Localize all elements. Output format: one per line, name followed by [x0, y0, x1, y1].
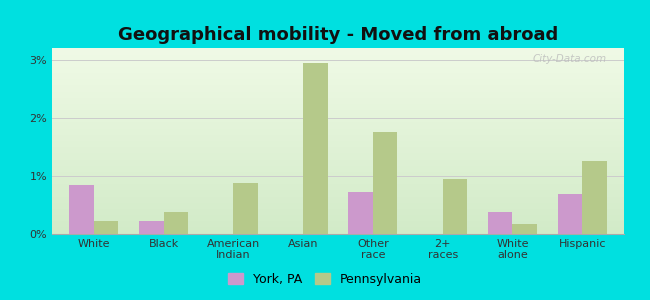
- Title: Geographical mobility - Moved from abroad: Geographical mobility - Moved from abroa…: [118, 26, 558, 44]
- Bar: [303, 62, 328, 234]
- Bar: [558, 194, 582, 234]
- Bar: [94, 221, 118, 234]
- Bar: [443, 179, 467, 234]
- Legend: York, PA, Pennsylvania: York, PA, Pennsylvania: [223, 268, 427, 291]
- Bar: [373, 132, 397, 234]
- Bar: [348, 192, 373, 234]
- Bar: [139, 221, 164, 234]
- Text: City-Data.com: City-Data.com: [533, 54, 607, 64]
- Bar: [512, 224, 537, 234]
- Bar: [582, 161, 606, 234]
- Bar: [70, 184, 94, 234]
- Bar: [488, 212, 512, 234]
- Bar: [164, 212, 188, 234]
- Bar: [233, 183, 258, 234]
